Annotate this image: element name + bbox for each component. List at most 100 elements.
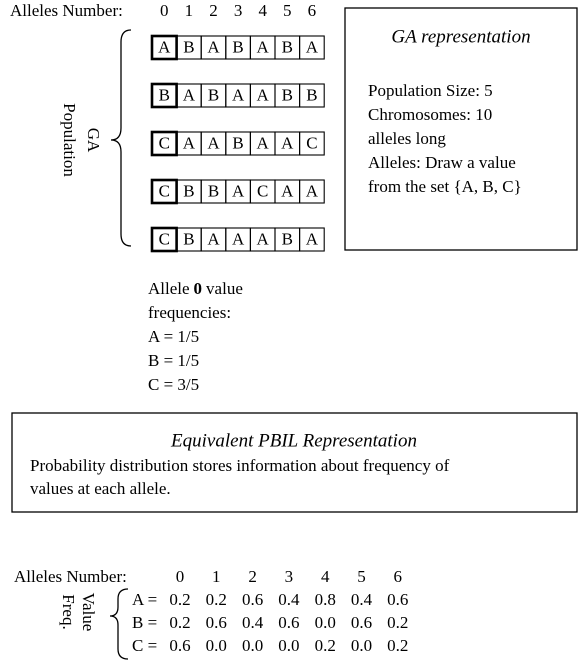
column-number: 4 — [321, 567, 330, 586]
pbil-box-line: Probability distribution stores informat… — [30, 456, 450, 475]
table-value: 0.2 — [169, 613, 190, 632]
side-label: Freq. — [59, 594, 78, 629]
side-label: Population — [60, 103, 79, 177]
column-number: 5 — [357, 567, 366, 586]
ga-box-line: Alleles: Draw a value — [368, 153, 516, 172]
table-value: 0.6 — [351, 613, 372, 632]
allele-value: B — [208, 85, 219, 104]
freq-line: A = 1/5 — [148, 327, 199, 346]
allele-number: 2 — [209, 1, 218, 20]
row-label: C = — [132, 636, 157, 655]
pbil-box-line: values at each allele. — [30, 479, 171, 498]
allele-value: A — [232, 181, 245, 200]
table-value: 0.8 — [315, 590, 336, 609]
allele-value: C — [306, 133, 317, 152]
allele-value: B — [306, 85, 317, 104]
allele-value: B — [282, 229, 293, 248]
allele-value: A — [257, 85, 270, 104]
allele-value: B — [282, 85, 293, 104]
allele-value: A — [257, 37, 270, 56]
freq-line: frequencies: — [148, 303, 231, 322]
population-brace — [110, 29, 132, 247]
table-value: 0.4 — [242, 613, 264, 632]
table-value: 0.2 — [206, 590, 227, 609]
allele-value: A — [207, 229, 220, 248]
table-value: 0.2 — [387, 613, 408, 632]
allele-value: A — [281, 181, 294, 200]
table-value: 0.0 — [315, 613, 336, 632]
allele-value: A — [207, 133, 220, 152]
ga-box-line: from the set {A, B, C} — [368, 177, 522, 196]
allele-value: B — [282, 37, 293, 56]
allele-value: B — [208, 181, 219, 200]
allele-cell — [299, 35, 325, 60]
allele-value: A — [158, 37, 171, 56]
allele-number: 3 — [234, 1, 243, 20]
allele-value: C — [257, 181, 268, 200]
allele-value: A — [306, 229, 319, 248]
table-value: 0.6 — [242, 590, 263, 609]
freq-brace — [109, 588, 129, 660]
row-label: B = — [132, 613, 157, 632]
column-number: 3 — [285, 567, 294, 586]
freq-line: B = 1/5 — [148, 351, 199, 370]
allele-value: C — [159, 133, 170, 152]
allele-value: B — [159, 85, 170, 104]
table-value: 0.2 — [387, 636, 408, 655]
allele-value: B — [183, 37, 194, 56]
allele-value: A — [183, 133, 196, 152]
allele-number: 1 — [185, 1, 194, 20]
freq-heading: Allele 0 value — [148, 279, 243, 298]
freq-heading-text: Allele — [148, 279, 190, 298]
allele-value: B — [183, 229, 194, 248]
table-value: 0.4 — [351, 590, 373, 609]
table-value: 0.0 — [351, 636, 372, 655]
allele-value: B — [232, 37, 243, 56]
table-value: 0.6 — [278, 613, 299, 632]
allele-number: 5 — [283, 1, 292, 20]
allele-value: A — [257, 229, 270, 248]
allele-value: A — [183, 85, 196, 104]
table-value: 0.2 — [315, 636, 336, 655]
table-value: 0.0 — [278, 636, 299, 655]
column-number: 6 — [394, 567, 403, 586]
ga-box-title: GA representation — [391, 26, 530, 47]
alleles-label: Alleles Number: — [10, 1, 123, 20]
ga-box-line: Population Size: 5 — [368, 81, 493, 100]
allele-value: A — [232, 229, 245, 248]
allele-value: B — [183, 181, 194, 200]
freq-heading-bold: 0 — [194, 279, 203, 298]
table-value: 0.0 — [206, 636, 227, 655]
ga-box-line: alleles long — [368, 129, 446, 148]
ga-box-line: Chromosomes: 10 — [368, 105, 492, 124]
table-value: 0.2 — [169, 590, 190, 609]
side-label: GA — [84, 128, 103, 153]
allele-cell — [299, 227, 325, 252]
pbil-box — [11, 412, 578, 513]
column-number: 2 — [248, 567, 257, 586]
allele-value: A — [232, 85, 245, 104]
table-value: 0.6 — [206, 613, 227, 632]
allele-number: 6 — [308, 1, 317, 20]
allele-cell — [299, 179, 325, 204]
allele-value: A — [306, 37, 319, 56]
allele-value: A — [207, 37, 220, 56]
allele-number: 0 — [160, 1, 169, 20]
allele-value: B — [232, 133, 243, 152]
allele-cell — [299, 83, 325, 108]
freq-line: C = 3/5 — [148, 375, 199, 394]
allele-value: C — [159, 181, 170, 200]
table-value: 0.0 — [242, 636, 263, 655]
allele-cell — [299, 131, 325, 156]
allele-value: A — [257, 133, 270, 152]
table-value: 0.6 — [169, 636, 190, 655]
ga-box — [344, 7, 578, 251]
allele-value: A — [281, 133, 294, 152]
column-number: 0 — [176, 567, 185, 586]
table-value: 0.6 — [387, 590, 408, 609]
allele-value: A — [306, 181, 319, 200]
pbil-box-title: Equivalent PBIL Representation — [170, 430, 417, 451]
side-label: Value — [79, 593, 98, 632]
